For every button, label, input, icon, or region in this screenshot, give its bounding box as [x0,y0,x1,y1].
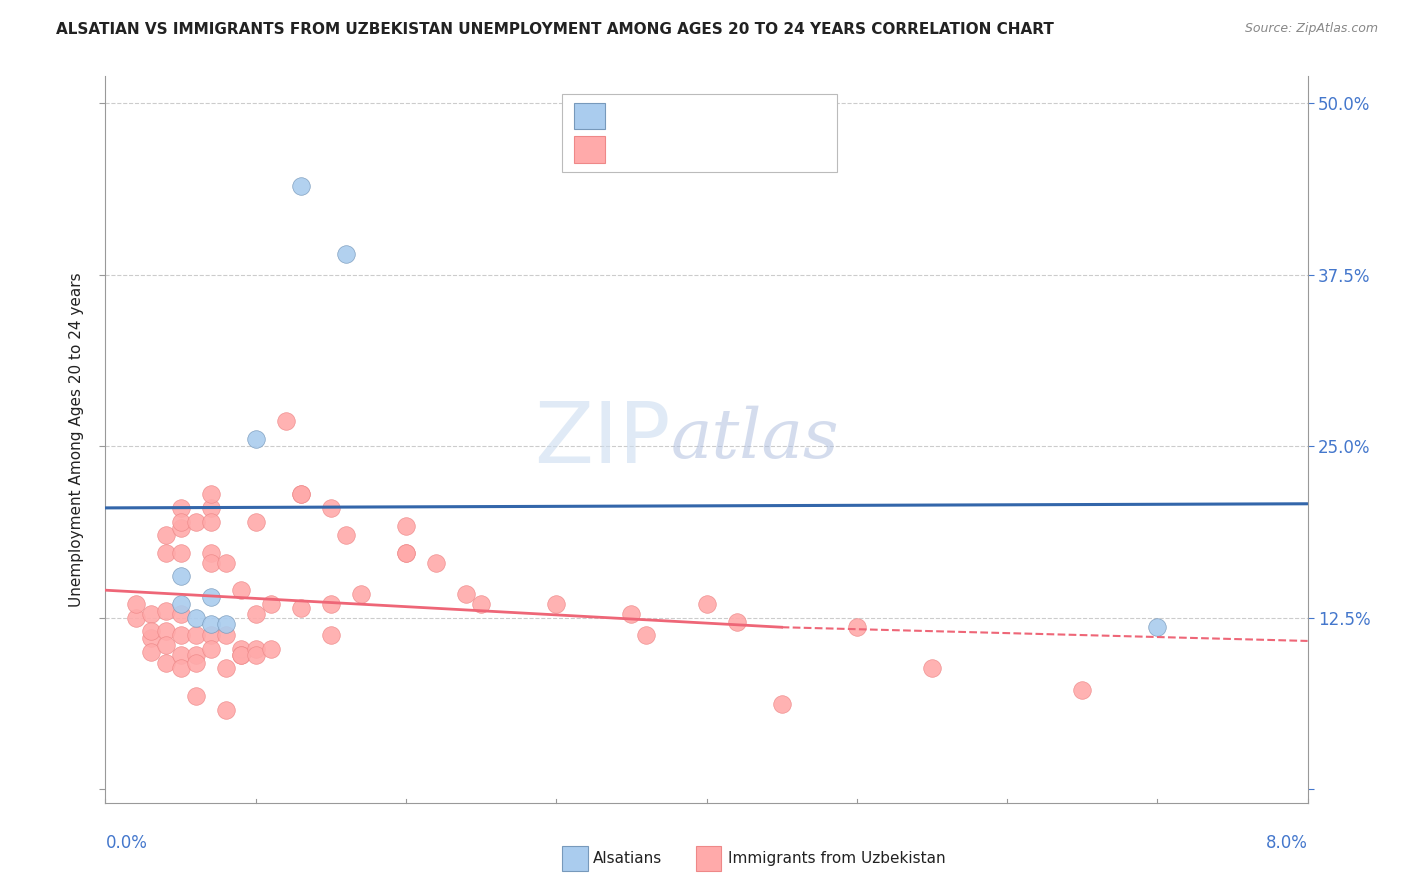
Point [921,661,943,675]
Text: 10: 10 [748,109,769,123]
Point [319,628,342,642]
Text: ZIP: ZIP [534,398,671,481]
Text: R =: R = [610,109,638,123]
Point [214,628,236,642]
Point [184,648,207,662]
Point [319,500,342,515]
Point [200,628,222,642]
Point [169,521,191,535]
Point [124,610,146,624]
Point [274,415,297,429]
Point [620,607,643,621]
Point [395,546,418,560]
Point [169,515,191,529]
Point [139,607,162,621]
Point [725,615,748,629]
Text: 0.007: 0.007 [652,109,700,123]
Point [155,638,177,652]
Point [229,648,252,662]
Point [200,556,222,570]
Text: ALSATIAN VS IMMIGRANTS FROM UZBEKISTAN UNEMPLOYMENT AMONG AGES 20 TO 24 YEARS CO: ALSATIAN VS IMMIGRANTS FROM UZBEKISTAN U… [56,22,1054,37]
Point [155,656,177,670]
Text: Alsatians: Alsatians [593,851,662,865]
Point [245,648,267,662]
Point [290,601,312,615]
Point [454,587,477,601]
Point [200,546,222,560]
Point [845,620,868,634]
Point [200,515,222,529]
Point [245,607,267,621]
Text: R =: R = [610,143,638,157]
Point [546,597,568,611]
Point [260,642,283,657]
Point [155,546,177,560]
Point [139,631,162,645]
Text: -0.084: -0.084 [640,143,695,157]
Point [395,518,418,533]
Point [169,661,191,675]
Point [1146,620,1168,634]
Point [169,569,191,583]
Point [245,642,267,657]
Point [200,642,222,657]
Point [184,689,207,703]
Point [214,702,236,716]
Point [470,597,492,611]
Point [229,583,252,598]
Point [290,487,312,501]
Point [214,556,236,570]
Point [155,528,177,542]
Point [290,487,312,501]
Point [169,500,191,515]
Point [169,546,191,560]
Point [395,546,418,560]
Point [335,247,357,261]
Point [425,556,447,570]
Text: 8.0%: 8.0% [1265,834,1308,852]
Y-axis label: Unemployment Among Ages 20 to 24 years: Unemployment Among Ages 20 to 24 years [69,272,84,607]
Text: N =: N = [710,109,740,123]
Point [229,642,252,657]
Point [184,628,207,642]
Point [770,697,793,711]
Point [124,597,146,611]
Text: 0.0%: 0.0% [105,834,148,852]
Point [155,624,177,639]
Text: N =: N = [710,143,740,157]
Point [335,528,357,542]
Text: Source: ZipAtlas.com: Source: ZipAtlas.com [1244,22,1378,36]
Point [245,515,267,529]
Point [214,617,236,632]
Point [184,656,207,670]
Point [245,433,267,447]
Point [169,628,191,642]
Point [184,610,207,624]
Point [290,178,312,193]
Point [214,661,236,675]
Point [229,648,252,662]
Point [139,645,162,659]
Point [200,500,222,515]
Point [200,617,222,632]
Point [169,607,191,621]
Text: Immigrants from Uzbekistan: Immigrants from Uzbekistan [728,851,946,865]
Point [184,515,207,529]
Point [696,597,718,611]
Point [155,604,177,618]
Point [319,597,342,611]
Point [169,597,191,611]
Point [200,590,222,604]
Point [636,628,658,642]
Text: 69: 69 [748,143,769,157]
Point [260,597,283,611]
Point [200,487,222,501]
Text: atlas: atlas [671,406,839,473]
Point [169,648,191,662]
Point [1071,683,1094,698]
Point [350,587,373,601]
Point [139,624,162,639]
